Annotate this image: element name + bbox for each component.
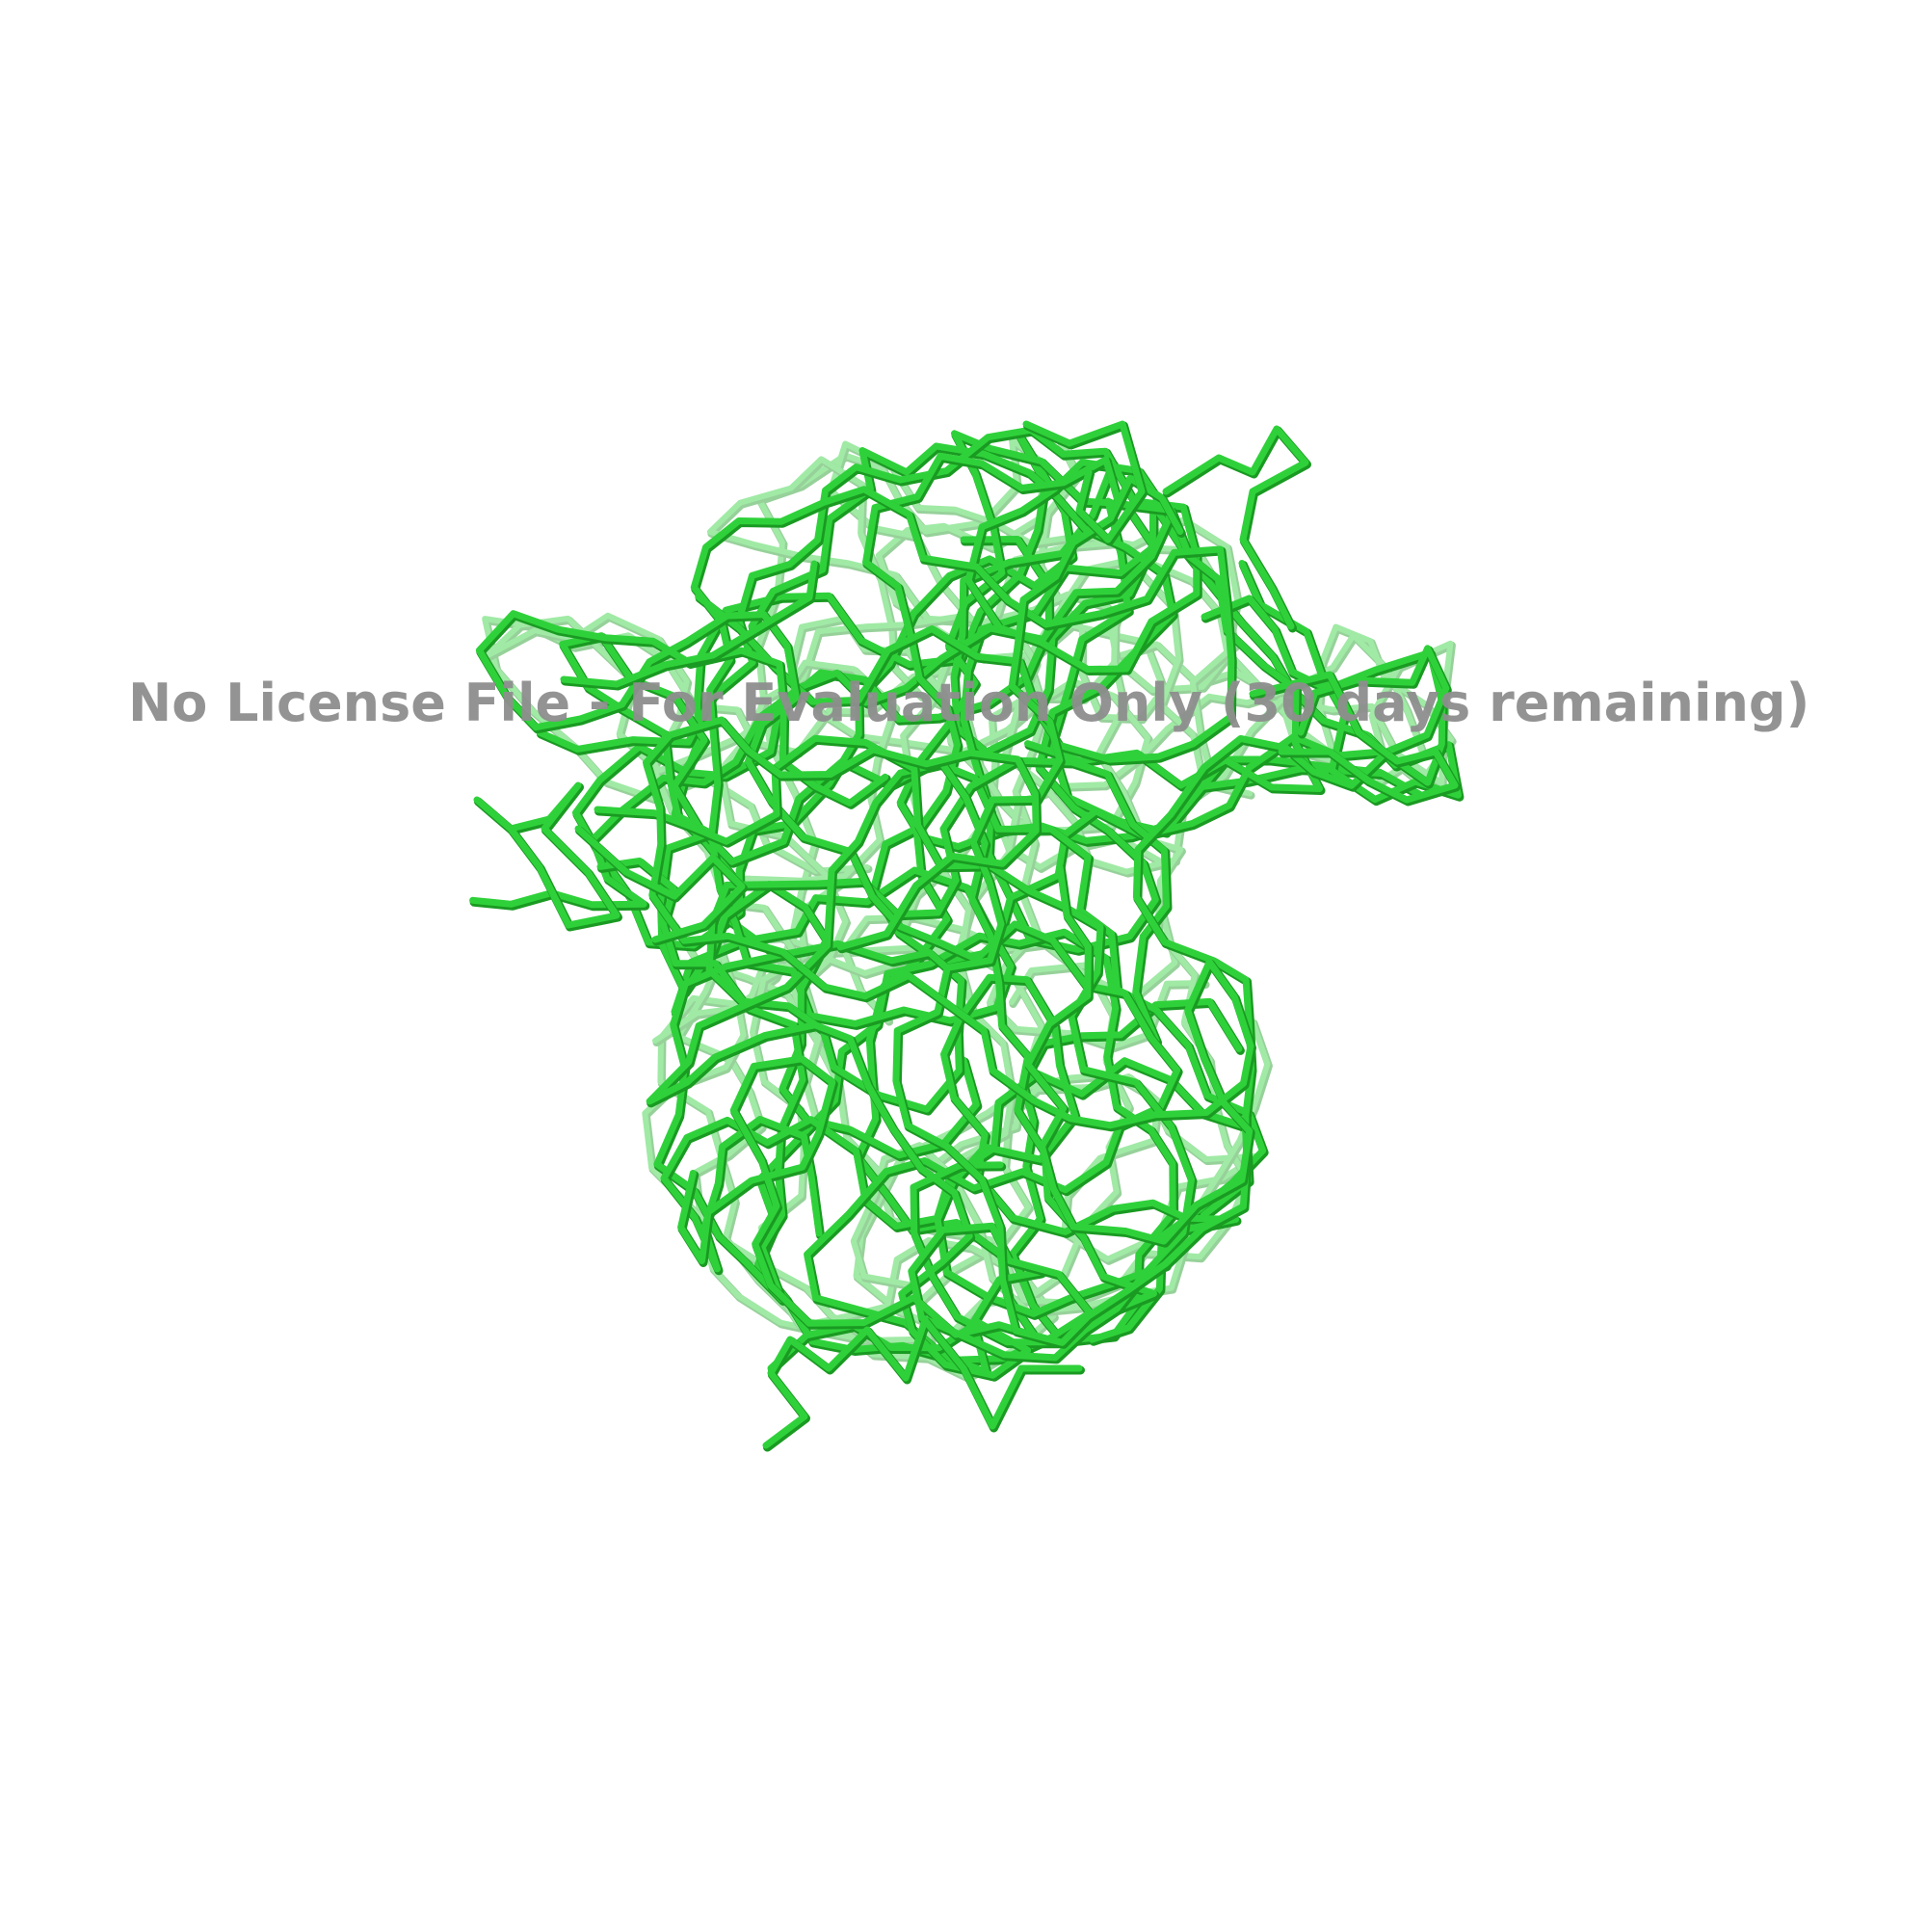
backbone-tail	[762, 1316, 1083, 1449]
license-watermark: No License File - For Evaluation Only (3…	[128, 675, 1810, 732]
backbone-segment	[559, 632, 1267, 1343]
backbone-segment	[594, 734, 1195, 1362]
backbone-segment	[475, 610, 1181, 1376]
backbone-loop-top	[1022, 420, 1146, 543]
backbone-loop-left-inner	[574, 825, 746, 943]
backbone-front-layer	[469, 420, 1465, 1452]
backbone-segment	[469, 426, 1201, 909]
backbone-segment	[646, 759, 1157, 1379]
backbone-loop-right	[1249, 671, 1459, 804]
backbone-segment	[660, 973, 1253, 1317]
backbone-segment	[892, 474, 1450, 1346]
backbone-loop-upper-left	[560, 560, 818, 688]
backbone-loop-top-right	[1162, 425, 1309, 630]
backbone-loop-left	[473, 781, 620, 929]
backbone-segment	[643, 716, 1254, 1245]
